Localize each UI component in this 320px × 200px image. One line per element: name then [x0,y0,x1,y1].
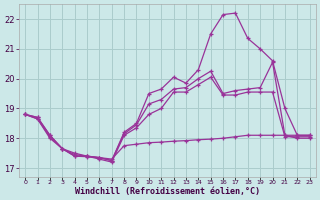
X-axis label: Windchill (Refroidissement éolien,°C): Windchill (Refroidissement éolien,°C) [75,187,260,196]
